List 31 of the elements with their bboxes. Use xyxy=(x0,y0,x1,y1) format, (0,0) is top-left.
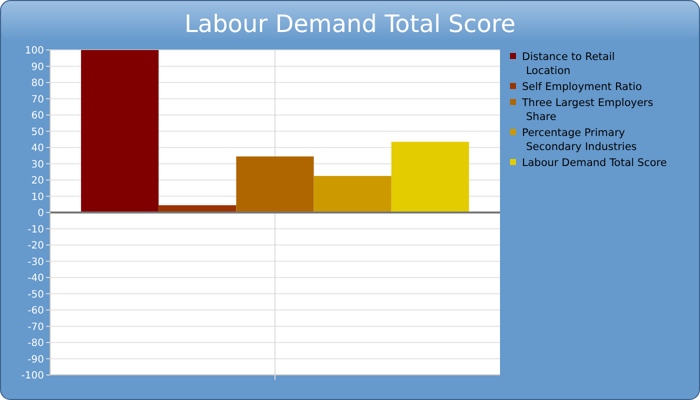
y-tick-label: -70 xyxy=(28,322,44,333)
bar xyxy=(81,50,159,212)
legend-label: Labour Demand Total Score xyxy=(522,157,667,169)
y-tick-label: 20 xyxy=(31,176,44,186)
y-tick-label: -100 xyxy=(21,370,44,382)
y-tick-label: 50 xyxy=(31,126,44,138)
y-tick-label: -50 xyxy=(28,289,44,300)
y-tick-label: -60 xyxy=(28,306,44,316)
y-tick-label: 90 xyxy=(31,62,44,73)
bar xyxy=(314,176,392,212)
legend-label: Distance to Retail Location xyxy=(522,51,615,77)
legend-label: Three Largest Employers Share xyxy=(521,97,654,123)
y-tick-label: 10 xyxy=(31,192,44,203)
legend-label: Percentage Primary Secondary Industries xyxy=(522,127,637,153)
y-tick-label: -40 xyxy=(28,273,44,284)
y-tick-label: -20 xyxy=(28,240,44,252)
y-tick-label: -90 xyxy=(28,354,44,366)
y-tick-label: 80 xyxy=(31,78,44,89)
bar xyxy=(236,156,314,212)
y-tick-label: 40 xyxy=(31,143,44,154)
y-tick-label: 30 xyxy=(31,159,44,170)
y-tick-label: -80 xyxy=(28,338,44,349)
y-tick-label: -10 xyxy=(28,224,44,236)
y-tick-label: 0 xyxy=(38,208,44,219)
y-tick-label: 70 xyxy=(31,94,44,106)
legend-label: Self Employment Ratio xyxy=(522,81,642,93)
chart-title: Labour Demand Total Score xyxy=(184,10,516,38)
y-tick-label: -30 xyxy=(28,256,44,268)
y-tick-label: 60 xyxy=(31,110,44,122)
bar xyxy=(391,142,469,212)
y-tick-label: 100 xyxy=(24,46,44,56)
